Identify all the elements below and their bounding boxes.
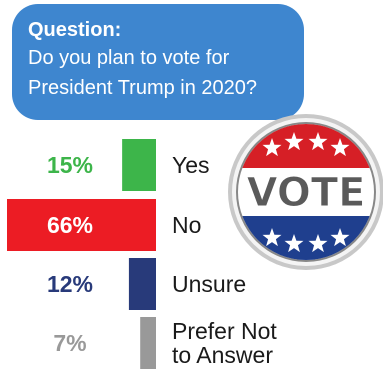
category-label-3: Prefer Not to Answer — [172, 318, 277, 368]
badge-vote-text: VOTE — [247, 170, 366, 216]
bar-1 — [7, 199, 156, 251]
value-label-0: 15% — [47, 152, 93, 178]
value-label-2: 12% — [47, 271, 93, 297]
vote-badge-icon: VOTE — [228, 114, 383, 270]
bar-0 — [122, 139, 156, 191]
category-label-2: Unsure — [172, 271, 246, 297]
question-bubble: Question: Do you plan to vote for Presid… — [12, 4, 304, 120]
question-text-line-1: Do you plan to vote for — [28, 47, 230, 69]
question-label: Question: — [28, 19, 122, 41]
bar-3 — [140, 317, 156, 369]
value-label-1: 66% — [47, 212, 93, 238]
category-label-1: No — [172, 212, 201, 238]
value-label-3: 7% — [53, 330, 86, 356]
question-text-line-2: President Trump in 2020? — [28, 77, 258, 99]
bar-2 — [128, 258, 156, 310]
category-label-0: Yes — [172, 152, 210, 178]
